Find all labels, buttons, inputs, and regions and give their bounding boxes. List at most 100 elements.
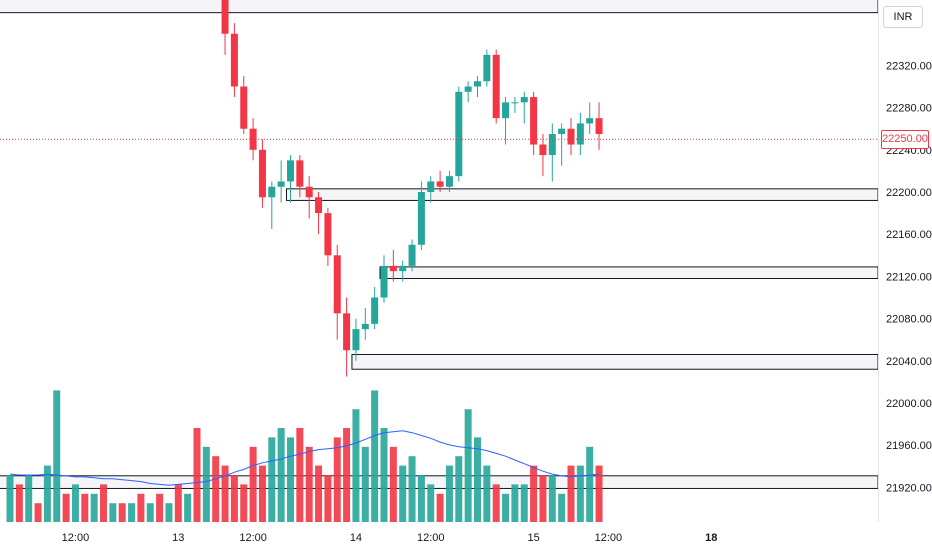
volume-bar bbox=[146, 503, 154, 522]
volume-bar bbox=[258, 465, 266, 522]
volume-bar bbox=[287, 437, 294, 522]
volume-bar bbox=[212, 456, 220, 522]
candles bbox=[221, 0, 603, 377]
price-tick-label: 22280.00 bbox=[886, 103, 932, 115]
price-tick-label: 22200.00 bbox=[886, 187, 932, 199]
candle bbox=[277, 160, 285, 203]
candle bbox=[249, 118, 257, 161]
price-tick-label: 21960.00 bbox=[886, 440, 932, 452]
price-zones bbox=[0, 0, 879, 489]
volume-bar bbox=[595, 465, 603, 522]
price-tick-label: 22160.00 bbox=[886, 229, 932, 241]
volume-bar bbox=[558, 493, 566, 522]
volume-bar bbox=[567, 465, 575, 522]
candle bbox=[258, 139, 266, 208]
price-tick-label: 22080.00 bbox=[886, 314, 932, 326]
candle bbox=[511, 97, 519, 113]
volume-bar bbox=[165, 503, 173, 522]
volume-bar bbox=[380, 428, 388, 522]
candle bbox=[548, 123, 556, 182]
volume-bar bbox=[230, 475, 238, 522]
volume-bar bbox=[343, 428, 351, 522]
candle bbox=[371, 286, 379, 330]
candle bbox=[558, 123, 566, 166]
volume-bar bbox=[417, 475, 425, 522]
volume-bar bbox=[305, 446, 313, 522]
candle bbox=[305, 176, 313, 219]
candle bbox=[436, 170, 444, 192]
volume-bar bbox=[184, 493, 192, 522]
volume-bar bbox=[240, 484, 248, 522]
time-axis[interactable]: 12:00 13 12:00 14 12:00 15 12:00 18 bbox=[62, 532, 718, 544]
time-tick-label: 18 bbox=[705, 532, 717, 544]
volume-bar bbox=[408, 456, 416, 522]
volume-bar bbox=[474, 437, 481, 522]
volume-bar bbox=[511, 484, 519, 522]
volume-bar bbox=[333, 437, 341, 522]
candle bbox=[427, 176, 435, 203]
candle bbox=[576, 112, 584, 156]
volume-bar bbox=[202, 446, 210, 522]
volume-bar bbox=[436, 493, 444, 522]
volume-bar bbox=[492, 484, 500, 522]
volume-bar bbox=[100, 484, 107, 522]
candle bbox=[483, 49, 491, 87]
candle bbox=[530, 91, 538, 156]
candle bbox=[502, 97, 510, 145]
volume-bar bbox=[539, 475, 547, 522]
volume-bar bbox=[118, 503, 126, 522]
volume-bars bbox=[6, 390, 603, 522]
volume-bar bbox=[315, 465, 323, 522]
candle bbox=[464, 81, 472, 103]
volume-bar bbox=[455, 456, 463, 522]
candle bbox=[595, 102, 603, 150]
candle bbox=[352, 318, 360, 361]
candle bbox=[492, 49, 500, 124]
candle bbox=[474, 75, 481, 98]
volume-bar bbox=[53, 390, 61, 522]
volume-bar bbox=[109, 503, 117, 522]
volume-bar bbox=[71, 484, 79, 522]
volume-bar bbox=[6, 475, 14, 522]
volume-bar bbox=[43, 465, 51, 522]
volume-bar bbox=[90, 493, 98, 522]
volume-bar bbox=[352, 409, 360, 522]
price-zone bbox=[351, 353, 879, 370]
candle bbox=[455, 86, 463, 182]
volume-bar bbox=[371, 390, 379, 522]
volume-ma-line bbox=[9, 430, 600, 486]
candle bbox=[315, 192, 323, 235]
candle bbox=[399, 260, 407, 282]
candle bbox=[230, 23, 238, 98]
time-tick-label: 13 bbox=[172, 532, 184, 544]
candle bbox=[408, 239, 416, 272]
volume-bar bbox=[530, 465, 538, 522]
volume-bar bbox=[62, 493, 70, 522]
time-tick-label: 15 bbox=[527, 532, 539, 544]
price-zone bbox=[379, 266, 879, 280]
candle bbox=[520, 91, 528, 124]
candle bbox=[240, 75, 248, 134]
candle bbox=[287, 155, 294, 203]
price-zone bbox=[0, 0, 879, 14]
price-tick-label: 21920.00 bbox=[886, 482, 932, 494]
volume-bar bbox=[389, 446, 397, 522]
price-axis[interactable]: 22320.0022280.0022240.0022200.0022160.00… bbox=[886, 60, 932, 494]
volume-bar bbox=[576, 465, 584, 522]
volume-bar bbox=[249, 446, 257, 522]
price-zone bbox=[0, 475, 879, 489]
volume-bar bbox=[464, 409, 472, 522]
time-tick-label: 12:00 bbox=[239, 532, 267, 544]
candle bbox=[417, 181, 425, 251]
candle bbox=[389, 250, 397, 282]
price-tick-label: 22000.00 bbox=[886, 398, 932, 410]
candle bbox=[343, 297, 351, 377]
volume-bar bbox=[445, 465, 453, 522]
candle bbox=[221, 0, 229, 55]
candle bbox=[268, 181, 276, 229]
volume-bar bbox=[399, 465, 407, 522]
currency-badge[interactable]: INR bbox=[883, 6, 923, 28]
time-tick-label: 12:00 bbox=[417, 532, 445, 544]
time-tick-label: 12:00 bbox=[595, 532, 623, 544]
